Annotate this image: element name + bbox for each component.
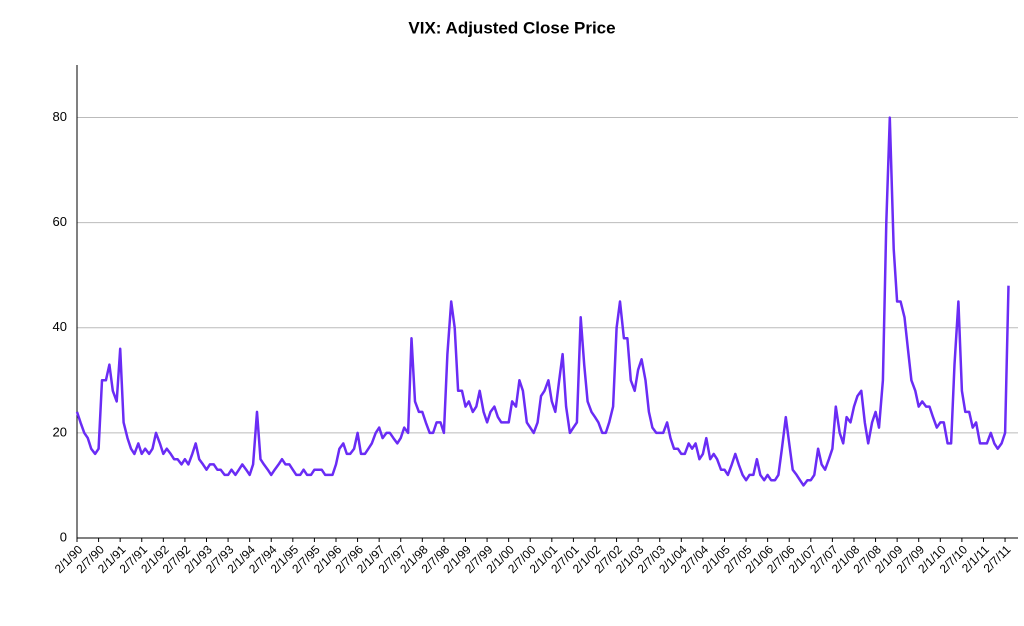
y-tick-label: 20 xyxy=(53,424,67,439)
series-line xyxy=(75,116,1010,487)
y-tick-label: 40 xyxy=(53,319,67,334)
chart-title: VIX: Adjusted Close Price xyxy=(408,18,615,37)
y-tick-label: 60 xyxy=(53,214,67,229)
y-tick-label: 0 xyxy=(60,529,67,544)
y-tick-label: 80 xyxy=(53,109,67,124)
